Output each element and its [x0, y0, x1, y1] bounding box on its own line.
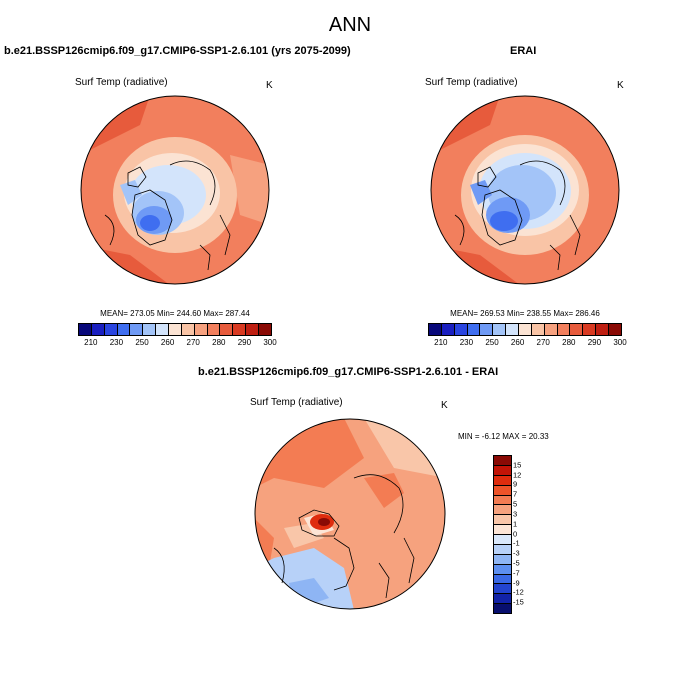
- colorbar-tick-label: 270: [186, 338, 200, 347]
- colorbar-swatch: [494, 495, 511, 506]
- colorbar-swatch: [79, 324, 92, 335]
- panel-1-title: b.e21.BSSP126cmip6.f09_g17.CMIP6-SSP1-2.…: [4, 45, 351, 57]
- colorbar-swatch: [494, 544, 511, 555]
- colorbar-tick-label: 1: [513, 519, 518, 529]
- colorbar-tick-label: 15: [513, 460, 522, 470]
- panel-2-units-label: K: [617, 80, 624, 91]
- colorbar-swatch: [494, 515, 511, 526]
- colorbar-swatch: [233, 324, 247, 335]
- colorbar-tick-label: 230: [109, 338, 124, 347]
- colorbar-swatch: [454, 324, 468, 335]
- colorbar-tick-label: 260: [510, 338, 525, 347]
- colorbar-tick-label: 230: [459, 338, 474, 347]
- colorbar-swatch: [494, 604, 511, 613]
- colorbar-tick-label: -3: [513, 548, 520, 558]
- colorbar-tick-label: -5: [513, 558, 520, 568]
- colorbar-swatch: [493, 324, 507, 335]
- colorbar-swatch: [494, 535, 511, 545]
- colorbar-tick-label: 300: [263, 338, 277, 347]
- colorbar-swatch: [130, 324, 144, 335]
- colorbar-tick-label: -9: [513, 578, 520, 588]
- colorbar-swatch: [169, 324, 182, 335]
- colorbar-swatch: [494, 594, 511, 605]
- colorbar-tick-label: 300: [613, 338, 627, 347]
- colorbar-swatch: [494, 465, 511, 476]
- colorbar-tick-label: 5: [513, 499, 518, 509]
- colorbar-swatch: [494, 525, 511, 535]
- colorbar-swatch: [220, 324, 234, 335]
- panel-1-units-label: K: [266, 80, 273, 91]
- panel-1-polar-map: [80, 95, 270, 285]
- colorbar-swatch: [494, 475, 511, 486]
- colorbar-tick-label: 9: [513, 479, 518, 489]
- colorbar-tick-label: 280: [562, 338, 576, 347]
- colorbar-tick-label: 0: [513, 529, 518, 538]
- colorbar-swatch: [467, 324, 481, 335]
- colorbar-swatch: [531, 324, 545, 335]
- colorbar-tick-label: -12: [513, 587, 524, 597]
- colorbar-swatch: [494, 456, 511, 466]
- colorbar-tick-label: 250: [485, 338, 499, 347]
- colorbar-tick-label: -7: [513, 568, 520, 578]
- colorbar-swatch: [91, 324, 105, 335]
- panel-2-colorbar-ticks: 210 230 250 260 270 280 290 300: [428, 338, 627, 350]
- colorbar-swatch: [104, 324, 118, 335]
- panel-1-colorbar-ticks: 210 230 250 260 270 280 290 300: [78, 338, 277, 350]
- panel-1-variable-label: Surf Temp (radiative): [75, 77, 168, 88]
- panel-2-variable-label: Surf Temp (radiative): [425, 77, 518, 88]
- panel-3-polar-map: [254, 418, 446, 610]
- colorbar-swatch: [609, 324, 621, 335]
- colorbar-swatch: [194, 324, 208, 335]
- colorbar-swatch: [494, 574, 511, 585]
- colorbar-tick-label: 250: [135, 338, 149, 347]
- panel-3-variable-label: Surf Temp (radiative): [250, 397, 343, 408]
- colorbar-swatch: [246, 324, 260, 335]
- colorbar-swatch: [429, 324, 442, 335]
- main-title: ANN: [328, 14, 372, 36]
- colorbar-tick-label: 290: [587, 338, 602, 347]
- panel-3-units-label: K: [441, 400, 448, 411]
- colorbar-swatch: [557, 324, 571, 335]
- colorbar-swatch: [494, 505, 511, 516]
- colorbar-swatch: [441, 324, 455, 335]
- colorbar-tick-label: 290: [237, 338, 252, 347]
- colorbar-tick-label: 12: [513, 470, 522, 480]
- colorbar-tick-label: -15: [513, 597, 524, 607]
- colorbar-swatch: [494, 485, 511, 496]
- colorbar-swatch: [544, 324, 558, 335]
- colorbar-swatch: [156, 324, 170, 335]
- colorbar-swatch: [596, 324, 610, 335]
- colorbar-swatch: [570, 324, 584, 335]
- panel-3-colorbar: [493, 455, 512, 614]
- colorbar-tick-label: 7: [513, 489, 518, 499]
- colorbar-swatch: [583, 324, 597, 335]
- panel-1-stats: MEAN= 273.05 Min= 244.60 Max= 287.44: [100, 309, 250, 318]
- colorbar-swatch: [117, 324, 131, 335]
- colorbar-swatch: [494, 564, 511, 575]
- colorbar-tick-label: 280: [212, 338, 226, 347]
- colorbar-swatch: [519, 324, 532, 335]
- panel-3-title: b.e21.BSSP126cmip6.f09_g17.CMIP6-SSP1-2.…: [198, 366, 499, 378]
- panel-2-title: ERAI: [510, 45, 537, 57]
- colorbar-swatch: [143, 324, 157, 335]
- colorbar-swatch: [480, 324, 494, 335]
- colorbar-tick-label: 270: [536, 338, 550, 347]
- colorbar-swatch: [259, 324, 271, 335]
- colorbar-tick-label: 210: [434, 338, 448, 347]
- colorbar-tick-label: 3: [513, 509, 518, 519]
- panel-1-colorbar: [78, 323, 272, 336]
- panel-2-colorbar: [428, 323, 622, 336]
- colorbar-tick-label: -1: [513, 538, 520, 548]
- colorbar-tick-label: 210: [84, 338, 98, 347]
- panel-3-colorbar-ticks: 15 12 9 7 5 3 1 0 -1 -3 -5 -7 -9 -12 -15: [513, 455, 543, 612]
- colorbar-swatch: [494, 554, 511, 565]
- panel-2-polar-map: [430, 95, 620, 285]
- colorbar-swatch: [181, 324, 195, 335]
- colorbar-swatch: [207, 324, 221, 335]
- colorbar-swatch: [506, 324, 520, 335]
- panel-3-stats: MIN = -6.12 MAX = 20.33: [458, 432, 549, 441]
- colorbar-tick-label: 260: [160, 338, 175, 347]
- colorbar-swatch: [494, 584, 511, 595]
- panel-2-stats: MEAN= 269.53 Min= 238.55 Max= 286.46: [450, 309, 600, 318]
